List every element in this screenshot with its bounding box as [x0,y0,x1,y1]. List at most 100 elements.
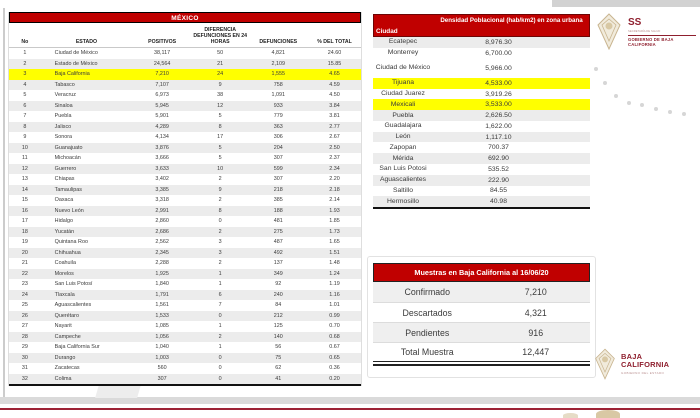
cell-density-value: 1,622.00 [485,122,512,130]
cell-positivos: 1,561 [155,302,169,309]
cell-muestra-value: 916 [528,327,544,338]
cell-defunciones: 307 [273,155,283,162]
cell-defunciones: 307 [273,176,283,183]
cell-pct-total: 3.84 [329,102,340,109]
mexico-table-header: No ESTADO POSITIVOS DIFERENCIA DEFUNCION… [9,23,361,48]
cell-positivos: 1,085 [155,323,169,330]
slide-left-edge [3,8,5,397]
cell-defunciones: 204 [273,144,283,151]
cell-city: Zapopan [389,143,417,151]
cell-density-value: 84.55 [489,187,507,195]
cell-estado: Yucatán [54,228,75,235]
cell-defunciones: 212 [273,312,283,319]
cell-defunciones: 137 [273,260,283,267]
cell-positivos: 2,345 [155,249,169,256]
cell-pct-total: 0.67 [329,344,340,351]
cell-estado: Chihuahua [54,249,81,256]
bottom-trapezoid-decor [95,385,141,398]
table-row: 19 Quintana Roo 2,562 3 487 1.65 [9,237,361,248]
col-header-defunciones: DEFUNCIONES [259,39,298,46]
table-row: 11 Michoacán 3,666 5 307 2.37 [9,153,361,164]
cell-no: 11 [22,155,28,162]
cell-defunciones: 4,821 [271,50,285,57]
secretaria-salud-text: SS SECRETARÍA DE SALUD GOBIERNO DE BAJA … [628,13,700,47]
cell-positivos: 3,385 [155,186,169,193]
cell-pct-total: 2.67 [329,134,340,141]
cell-density-value: 3,919.26 [485,90,512,98]
cell-estado: Coahuila [54,260,76,267]
cell-pct-total: 4.59 [329,81,340,88]
cell-city: Puebla [392,111,414,119]
cell-no: 20 [21,249,28,256]
density-row: Mexicali 3,533.00 [373,99,590,111]
cell-estado: Nayarit [54,323,72,330]
cell-defunciones: 481 [273,218,283,225]
cell-estado: Durango [54,354,76,361]
cell-positivos: 3,876 [155,144,169,151]
cell-positivos: 560 [157,365,167,372]
decor-dot-icon [640,103,644,107]
cell-pct-total: 0.70 [329,323,340,330]
cell-no: 7 [23,113,27,120]
cell-pct-total: 2.14 [329,197,340,204]
cell-pct-total: 2.37 [329,155,340,162]
cell-no: 12 [21,165,28,172]
cell-no: 25 [21,302,28,309]
cell-city: Guadalajara [384,122,422,130]
cell-no: 1 [23,50,27,57]
cell-estado: Guerrero [54,165,77,172]
cell-estado: Oaxaca [54,197,74,204]
cell-positivos: 7,210 [155,71,169,78]
cell-estado: Querétaro [54,312,79,319]
cell-city: Ciudad de México [375,64,431,72]
table-row: 22 Morelos 1,925 1 349 1.24 [9,268,361,279]
density-col-header-city: Ciudad [376,28,398,35]
cell-positivos: 2,860 [155,218,169,225]
cell-muestra-label: Total Muestra [400,347,454,357]
cell-diferencia-24h: 50 [217,50,224,57]
state-crest-icon [596,13,622,50]
cell-defunciones: 140 [273,333,283,340]
cell-diferencia-24h: 0 [218,312,222,319]
cell-positivos: 3,318 [155,197,169,204]
cell-positivos: 1,840 [155,281,169,288]
cell-city: Aguascalientes [379,176,427,184]
cell-city: León [395,133,411,141]
decor-dot-icon [682,112,686,116]
top-right-strip [552,0,700,7]
cell-positivos: 1,791 [155,291,169,298]
cell-defunciones: 363 [273,123,283,130]
density-row: San Luis Potosi 535.52 [373,164,590,175]
cell-diferencia-24h: 10 [217,165,224,172]
cell-estado: Guanajuato [54,144,83,151]
secretaria-salud-logo: SS SECRETARÍA DE SALUD GOBIERNO DE BAJA … [596,13,700,50]
muestras-row: Descartados 4,321 [373,302,590,322]
cell-estado: Ciudad de México [54,50,98,57]
table-row: 1 Ciudad de México 38,117 50 4,821 24.60 [9,48,361,59]
cell-estado: Aguascalientes [54,302,92,309]
table-row: 16 Nuevo León 2,991 8 188 1.93 [9,205,361,216]
cell-estado: Estado de México [54,60,98,67]
next-slide-emblem-peek [563,413,578,418]
cell-city: Mérida [392,154,414,162]
cell-pct-total: 1.48 [329,260,340,267]
density-table: Ciudad Densidad Poblacional (hab/km2) en… [373,14,590,209]
cell-defunciones: 218 [273,186,283,193]
cell-muestra-label: Descartados [402,307,452,318]
col-header-estado: ESTADO [75,39,98,46]
cell-positivos: 7,107 [155,81,169,88]
table-row: 24 Tlaxcala 1,791 6 240 1.16 [9,289,361,300]
cell-city: Ecatepec [388,38,418,46]
cell-positivos: 24,564 [153,60,171,67]
density-row: Monterrey 6,700.00 [373,48,590,59]
cell-positivos: 5,901 [155,113,169,120]
cell-diferencia-24h: 2 [218,176,222,183]
cell-positivos: 307 [157,375,167,382]
table-row: 23 San Luis Potosí 1,840 1 92 1.19 [9,279,361,290]
decor-dot-icon [627,101,631,105]
cell-density-value: 40.98 [489,198,507,206]
cell-estado: Nuevo León [54,207,84,214]
cell-positivos: 1,533 [155,312,169,319]
cell-positivos: 5,945 [155,102,169,109]
cell-pct-total: 1.51 [329,249,340,256]
